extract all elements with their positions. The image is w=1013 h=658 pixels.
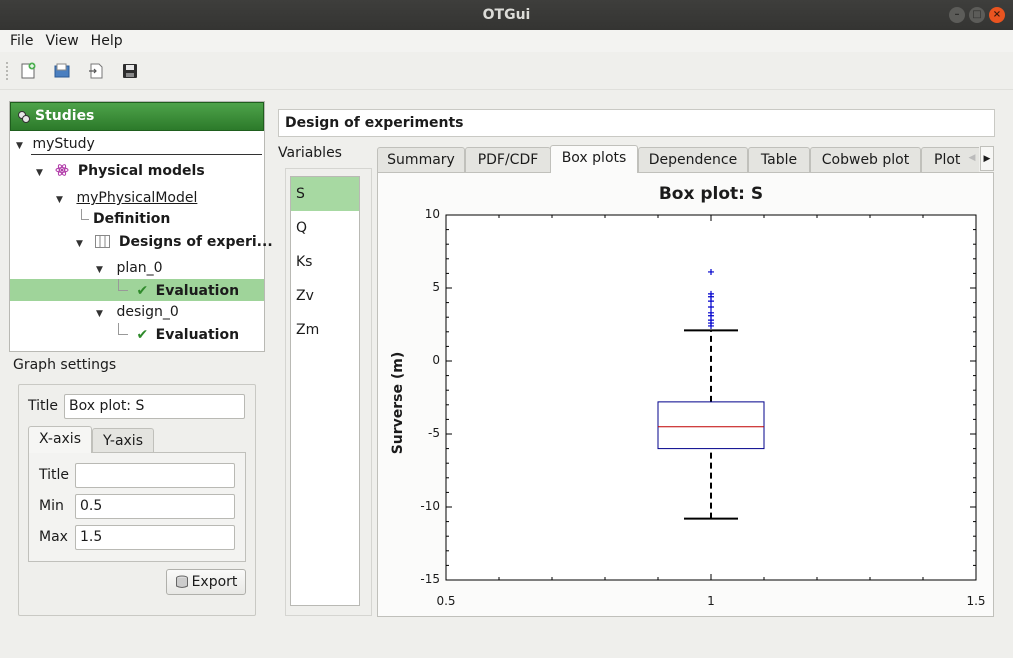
toolbar-grip (6, 62, 9, 80)
variable-item-s[interactable]: S (291, 177, 359, 211)
tree-label-plan: plan_0 (116, 260, 163, 276)
menu-bar: File View Help (0, 30, 1013, 52)
save-study-button[interactable] (120, 61, 140, 81)
tab-y-axis[interactable]: Y-axis (92, 428, 154, 454)
x-tick-label: 0.5 (436, 594, 456, 608)
tree-item-plan-evaluation[interactable]: ✔ Evaluation (10, 279, 264, 301)
tree-item-definition[interactable]: Definition (93, 208, 170, 230)
tree-item-designs[interactable]: ▼ Designs of experi... (76, 231, 273, 253)
studies-panel: Studies (9, 101, 265, 352)
tab-cobweb-plot[interactable]: Cobweb plot (810, 147, 921, 173)
y-tick-label: -10 (420, 499, 440, 513)
expand-arrow-icon[interactable]: ▼ (56, 195, 63, 205)
variables-list: S Q Ks Zv Zm (290, 176, 360, 606)
plot-frame (377, 172, 994, 617)
tab-pdf-cdf[interactable]: PDF/CDF (465, 147, 551, 173)
window-title: OTGui (482, 7, 531, 23)
expand-arrow-icon[interactable]: ▼ (16, 141, 23, 151)
tab-table[interactable]: Table (748, 147, 810, 173)
expand-arrow-icon[interactable]: ▼ (36, 168, 43, 178)
studies-icon (18, 110, 30, 123)
y-tick-label: 0 (432, 353, 440, 367)
axis-title-input[interactable] (75, 463, 235, 488)
variables-label: Variables (278, 145, 342, 161)
tree-label-design-evaluation: Evaluation (155, 327, 240, 343)
y-tick-label: -5 (428, 426, 440, 440)
min-label: Min (39, 498, 64, 514)
variable-item-ks[interactable]: Ks (296, 254, 313, 270)
tree-label-design: design_0 (116, 304, 179, 320)
expand-arrow-icon[interactable]: ▼ (76, 239, 83, 249)
tab-summary[interactable]: Summary (377, 147, 465, 173)
tab-x-axis[interactable]: X-axis (28, 426, 92, 453)
tree-label-study: myStudy (32, 136, 95, 152)
tree-connector (118, 279, 128, 291)
import-icon (89, 63, 103, 78)
result-tabs: Summary PDF/CDF Box plots Dependence Tab… (377, 145, 979, 173)
tree-label-plan-evaluation: Evaluation (155, 283, 240, 299)
graph-settings-label: Graph settings (13, 357, 117, 373)
x-tick-label: 1.5 (966, 594, 986, 608)
chart-title: Box plot: S (658, 184, 764, 204)
max-input[interactable]: 1.5 (75, 525, 235, 550)
tree-item-design-evaluation[interactable]: ✔ Evaluation (118, 323, 239, 345)
open-folder-icon (54, 63, 70, 77)
tree-item-physical-model[interactable]: ▼ myPhysicalModel (56, 187, 197, 209)
expand-arrow-icon[interactable]: ▼ (96, 265, 103, 275)
toolbar (0, 52, 1013, 90)
export-icon (175, 575, 188, 588)
tree-label-designs: Designs of experi... (118, 234, 273, 250)
x-tick-label: 1 (707, 594, 715, 608)
y-tick-label: 10 (424, 207, 440, 221)
tree-item-physical-models[interactable]: ▼ Physical models (36, 160, 205, 182)
table-icon (95, 235, 111, 248)
check-icon: ✔ (136, 283, 149, 299)
atom-icon (55, 164, 69, 176)
variable-item-zm[interactable]: Zm (296, 322, 320, 338)
tree-label-physical-model: myPhysicalModel (76, 190, 198, 206)
y-tick-label: -15 (420, 572, 440, 586)
close-icon[interactable]: × (989, 7, 1005, 23)
new-document-icon (21, 62, 36, 78)
title-input[interactable]: Box plot: S (64, 394, 245, 419)
tree-connector (118, 323, 128, 335)
minimize-icon[interactable]: – (949, 7, 965, 23)
studies-title: Studies (35, 108, 95, 124)
menu-help[interactable]: Help (90, 33, 123, 49)
menu-file[interactable]: File (10, 33, 34, 49)
tab-plot[interactable]: Plot (921, 147, 979, 173)
title-label: Title (28, 398, 59, 414)
tab-scroll-right-icon[interactable]: ▶ (980, 146, 994, 171)
tree-item-study[interactable]: ▼ myStudy (16, 133, 264, 155)
study-underline (31, 154, 262, 155)
export-label: Export (191, 574, 238, 590)
tree-item-plan[interactable]: ▼ plan_0 (96, 257, 163, 279)
expand-arrow-icon[interactable]: ▼ (96, 309, 103, 319)
y-tick-label: 5 (432, 280, 440, 294)
studies-header: Studies (10, 102, 264, 131)
export-button[interactable]: Export (166, 569, 246, 595)
new-study-button[interactable] (18, 61, 38, 81)
max-label: Max (39, 529, 68, 545)
tree-connector (81, 209, 82, 219)
tree-label-definition: Definition (93, 211, 171, 227)
open-study-button[interactable] (52, 61, 72, 81)
import-python-button[interactable] (86, 61, 106, 81)
window-titlebar: OTGui – □ × (0, 0, 1013, 30)
min-input[interactable]: 0.5 (75, 494, 235, 519)
page-title: Design of experiments (278, 109, 995, 137)
axis-title-label: Title (39, 467, 70, 483)
maximize-icon[interactable]: □ (969, 7, 985, 23)
tab-scroll-left-icon[interactable]: ◀ (968, 153, 976, 163)
tree-label-physical-models: Physical models (77, 163, 205, 179)
variable-item-q[interactable]: Q (296, 220, 308, 236)
tree-connector (81, 219, 89, 220)
tab-box-plots[interactable]: Box plots (550, 145, 638, 173)
menu-view[interactable]: View (45, 33, 79, 49)
tab-dependence[interactable]: Dependence (638, 147, 748, 173)
save-icon (123, 63, 137, 78)
variable-item-zv[interactable]: Zv (296, 288, 314, 304)
tree-item-design[interactable]: ▼ design_0 (96, 301, 179, 323)
check-icon: ✔ (136, 327, 149, 343)
